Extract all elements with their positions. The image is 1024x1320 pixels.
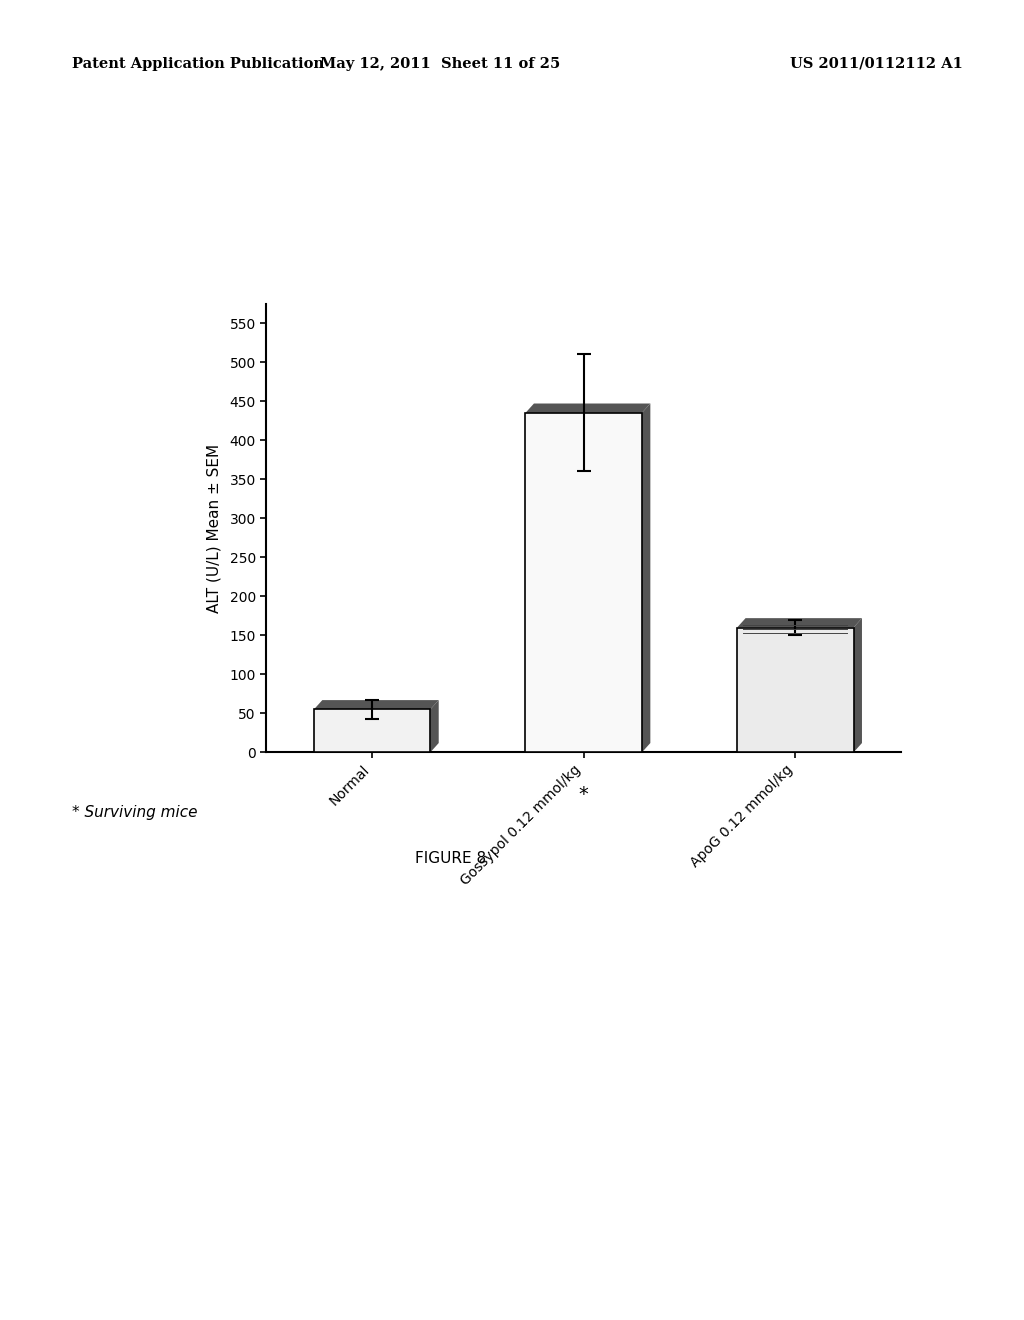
Bar (313, 709, 430, 752)
Text: *: * (579, 785, 589, 804)
Polygon shape (737, 618, 862, 627)
Text: * Surviving mice: * Surviving mice (72, 805, 198, 820)
Polygon shape (854, 618, 862, 752)
Text: Patent Application Publication: Patent Application Publication (72, 57, 324, 71)
Bar (737, 627, 854, 752)
Y-axis label: ALT (U/L) Mean ± SEM: ALT (U/L) Mean ± SEM (206, 444, 221, 612)
Polygon shape (430, 700, 438, 752)
Polygon shape (642, 404, 650, 752)
Text: May 12, 2011  Sheet 11 of 25: May 12, 2011 Sheet 11 of 25 (321, 57, 560, 71)
Text: FIGURE 8: FIGURE 8 (415, 851, 486, 866)
Polygon shape (525, 404, 650, 413)
Polygon shape (313, 700, 438, 709)
Text: US 2011/0112112 A1: US 2011/0112112 A1 (790, 57, 963, 71)
Bar (525, 413, 642, 752)
